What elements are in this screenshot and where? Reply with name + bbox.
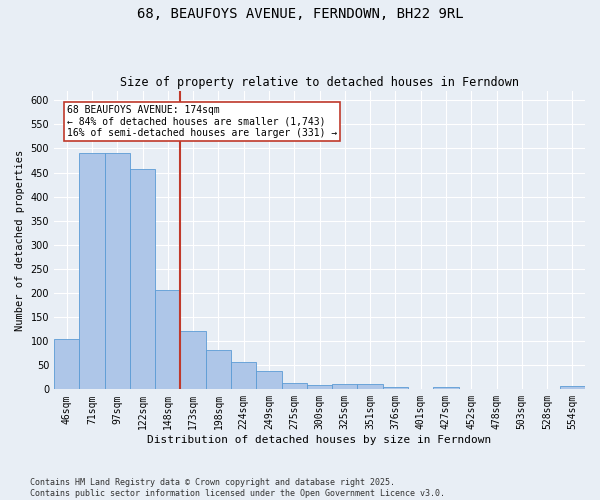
- Bar: [155, 290, 181, 390]
- Bar: [130, 169, 155, 390]
- Bar: [79, 154, 104, 390]
- Y-axis label: Number of detached properties: Number of detached properties: [15, 150, 25, 330]
- Bar: [560, 386, 585, 390]
- Bar: [307, 386, 332, 390]
- Bar: [433, 387, 458, 390]
- X-axis label: Distribution of detached houses by size in Ferndown: Distribution of detached houses by size …: [148, 435, 491, 445]
- Bar: [54, 339, 79, 390]
- Bar: [281, 383, 307, 390]
- Text: 68, BEAUFOYS AVENUE, FERNDOWN, BH22 9RL: 68, BEAUFOYS AVENUE, FERNDOWN, BH22 9RL: [137, 8, 463, 22]
- Bar: [206, 350, 231, 390]
- Text: Contains HM Land Registry data © Crown copyright and database right 2025.
Contai: Contains HM Land Registry data © Crown c…: [30, 478, 445, 498]
- Bar: [358, 384, 383, 390]
- Bar: [104, 154, 130, 390]
- Bar: [181, 330, 206, 390]
- Bar: [332, 384, 358, 390]
- Bar: [256, 371, 281, 390]
- Bar: [383, 388, 408, 390]
- Bar: [231, 362, 256, 390]
- Title: Size of property relative to detached houses in Ferndown: Size of property relative to detached ho…: [120, 76, 519, 90]
- Text: 68 BEAUFOYS AVENUE: 174sqm
← 84% of detached houses are smaller (1,743)
16% of s: 68 BEAUFOYS AVENUE: 174sqm ← 84% of deta…: [67, 105, 337, 138]
